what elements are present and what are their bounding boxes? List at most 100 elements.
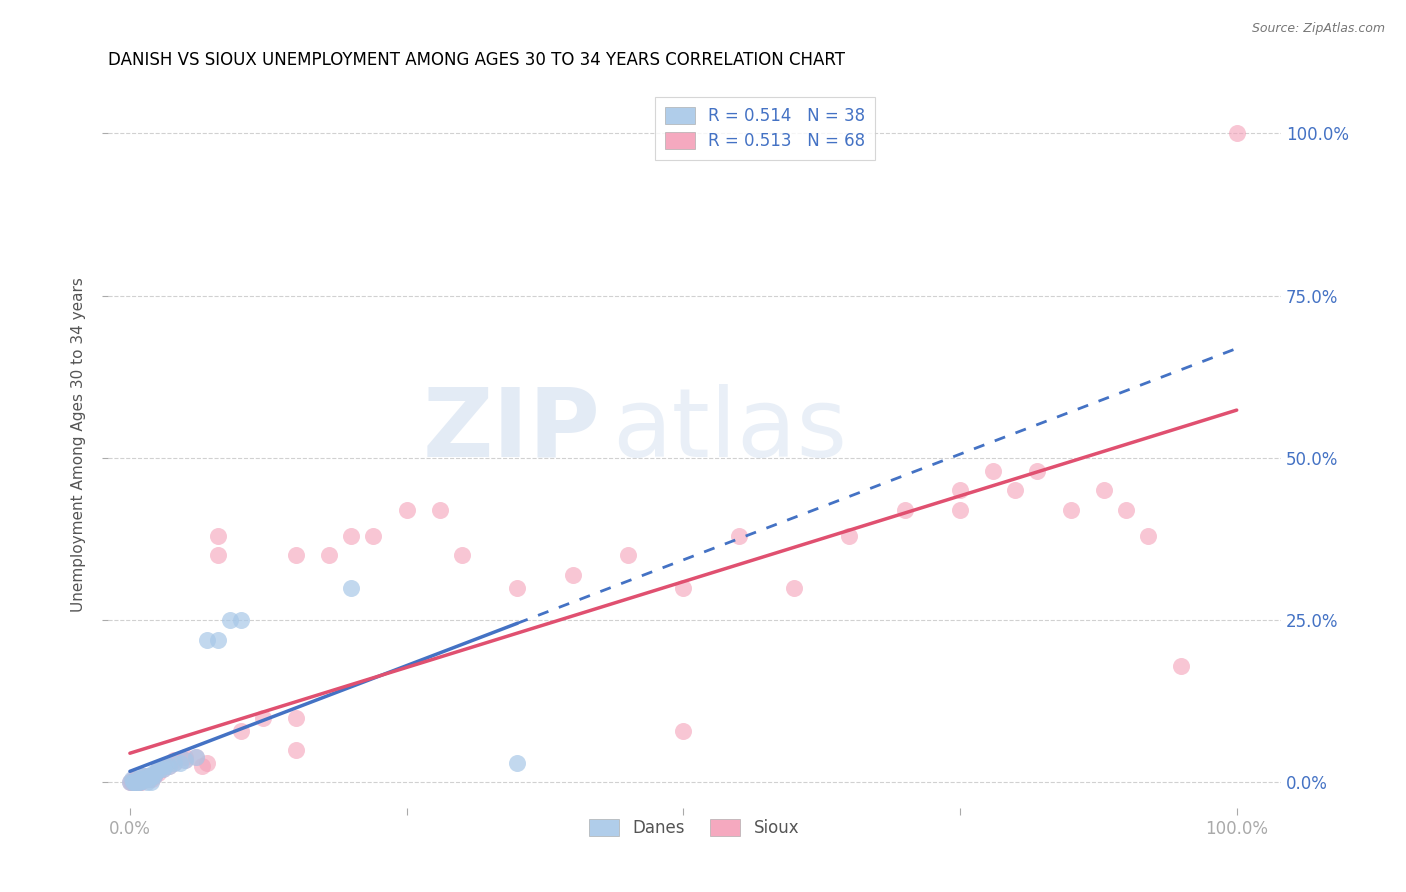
Point — [124, 775, 146, 789]
Point — [340, 581, 363, 595]
Point — [124, 775, 146, 789]
Point — [163, 756, 186, 770]
Point — [143, 769, 166, 783]
Point — [122, 772, 145, 787]
Point — [949, 503, 972, 517]
Point — [195, 632, 218, 647]
Point — [252, 710, 274, 724]
Point — [124, 772, 146, 787]
Point — [136, 772, 159, 787]
Point — [229, 723, 252, 738]
Point — [163, 753, 186, 767]
Point — [152, 759, 174, 773]
Point — [1115, 503, 1137, 517]
Point — [135, 769, 157, 783]
Point — [127, 772, 149, 787]
Point — [207, 548, 229, 562]
Point — [138, 769, 160, 783]
Point — [207, 529, 229, 543]
Point — [135, 775, 157, 789]
Point — [617, 548, 640, 562]
Point — [174, 753, 197, 767]
Point — [229, 613, 252, 627]
Point — [1060, 503, 1083, 517]
Legend: Danes, Sioux: Danes, Sioux — [583, 813, 806, 844]
Point — [174, 749, 197, 764]
Point — [120, 775, 142, 789]
Point — [142, 765, 165, 780]
Point — [186, 749, 208, 764]
Point — [125, 775, 148, 789]
Point — [134, 769, 156, 783]
Point — [169, 756, 191, 770]
Point — [783, 581, 806, 595]
Point — [174, 753, 197, 767]
Point — [152, 763, 174, 777]
Point — [129, 772, 152, 787]
Point — [141, 769, 163, 783]
Point — [451, 548, 474, 562]
Point — [561, 567, 583, 582]
Point — [152, 763, 174, 777]
Point — [672, 581, 695, 595]
Text: atlas: atlas — [612, 384, 848, 477]
Point — [395, 503, 418, 517]
Point — [157, 759, 180, 773]
Point — [127, 775, 149, 789]
Point — [893, 503, 915, 517]
Point — [128, 775, 150, 789]
Point — [139, 772, 162, 787]
Point — [132, 772, 155, 787]
Point — [121, 772, 143, 787]
Point — [141, 769, 163, 783]
Point — [139, 769, 162, 783]
Point — [129, 772, 152, 787]
Point — [129, 769, 152, 783]
Point — [149, 763, 172, 777]
Point — [141, 772, 163, 787]
Point — [155, 759, 177, 773]
Point — [121, 775, 143, 789]
Point — [124, 775, 146, 789]
Point — [318, 548, 340, 562]
Point — [125, 775, 148, 789]
Point — [118, 775, 141, 789]
Point — [138, 772, 160, 787]
Point — [118, 775, 141, 789]
Point — [207, 632, 229, 647]
Point — [157, 759, 180, 773]
Point — [727, 529, 749, 543]
Point — [672, 723, 695, 738]
Point — [284, 710, 307, 724]
Point — [363, 529, 385, 543]
Point — [134, 769, 156, 783]
Point — [134, 772, 156, 787]
Point — [284, 743, 307, 757]
Point — [128, 775, 150, 789]
Text: Source: ZipAtlas.com: Source: ZipAtlas.com — [1251, 22, 1385, 36]
Point — [1004, 483, 1026, 498]
Text: DANISH VS SIOUX UNEMPLOYMENT AMONG AGES 30 TO 34 YEARS CORRELATION CHART: DANISH VS SIOUX UNEMPLOYMENT AMONG AGES … — [108, 51, 845, 69]
Point — [136, 769, 159, 783]
Point — [146, 763, 169, 777]
Point — [186, 749, 208, 764]
Point — [146, 765, 169, 780]
Point — [129, 775, 152, 789]
Point — [128, 775, 150, 789]
Point — [1026, 464, 1049, 478]
Point — [163, 756, 186, 770]
Point — [1137, 529, 1160, 543]
Point — [122, 775, 145, 789]
Y-axis label: Unemployment Among Ages 30 to 34 years: Unemployment Among Ages 30 to 34 years — [72, 277, 86, 612]
Point — [284, 548, 307, 562]
Point — [143, 769, 166, 783]
Point — [146, 763, 169, 777]
Point — [143, 765, 166, 780]
Point — [506, 581, 529, 595]
Point — [143, 765, 166, 780]
Point — [195, 756, 218, 770]
Point — [949, 483, 972, 498]
Point — [340, 529, 363, 543]
Point — [838, 529, 860, 543]
Point — [134, 772, 156, 787]
